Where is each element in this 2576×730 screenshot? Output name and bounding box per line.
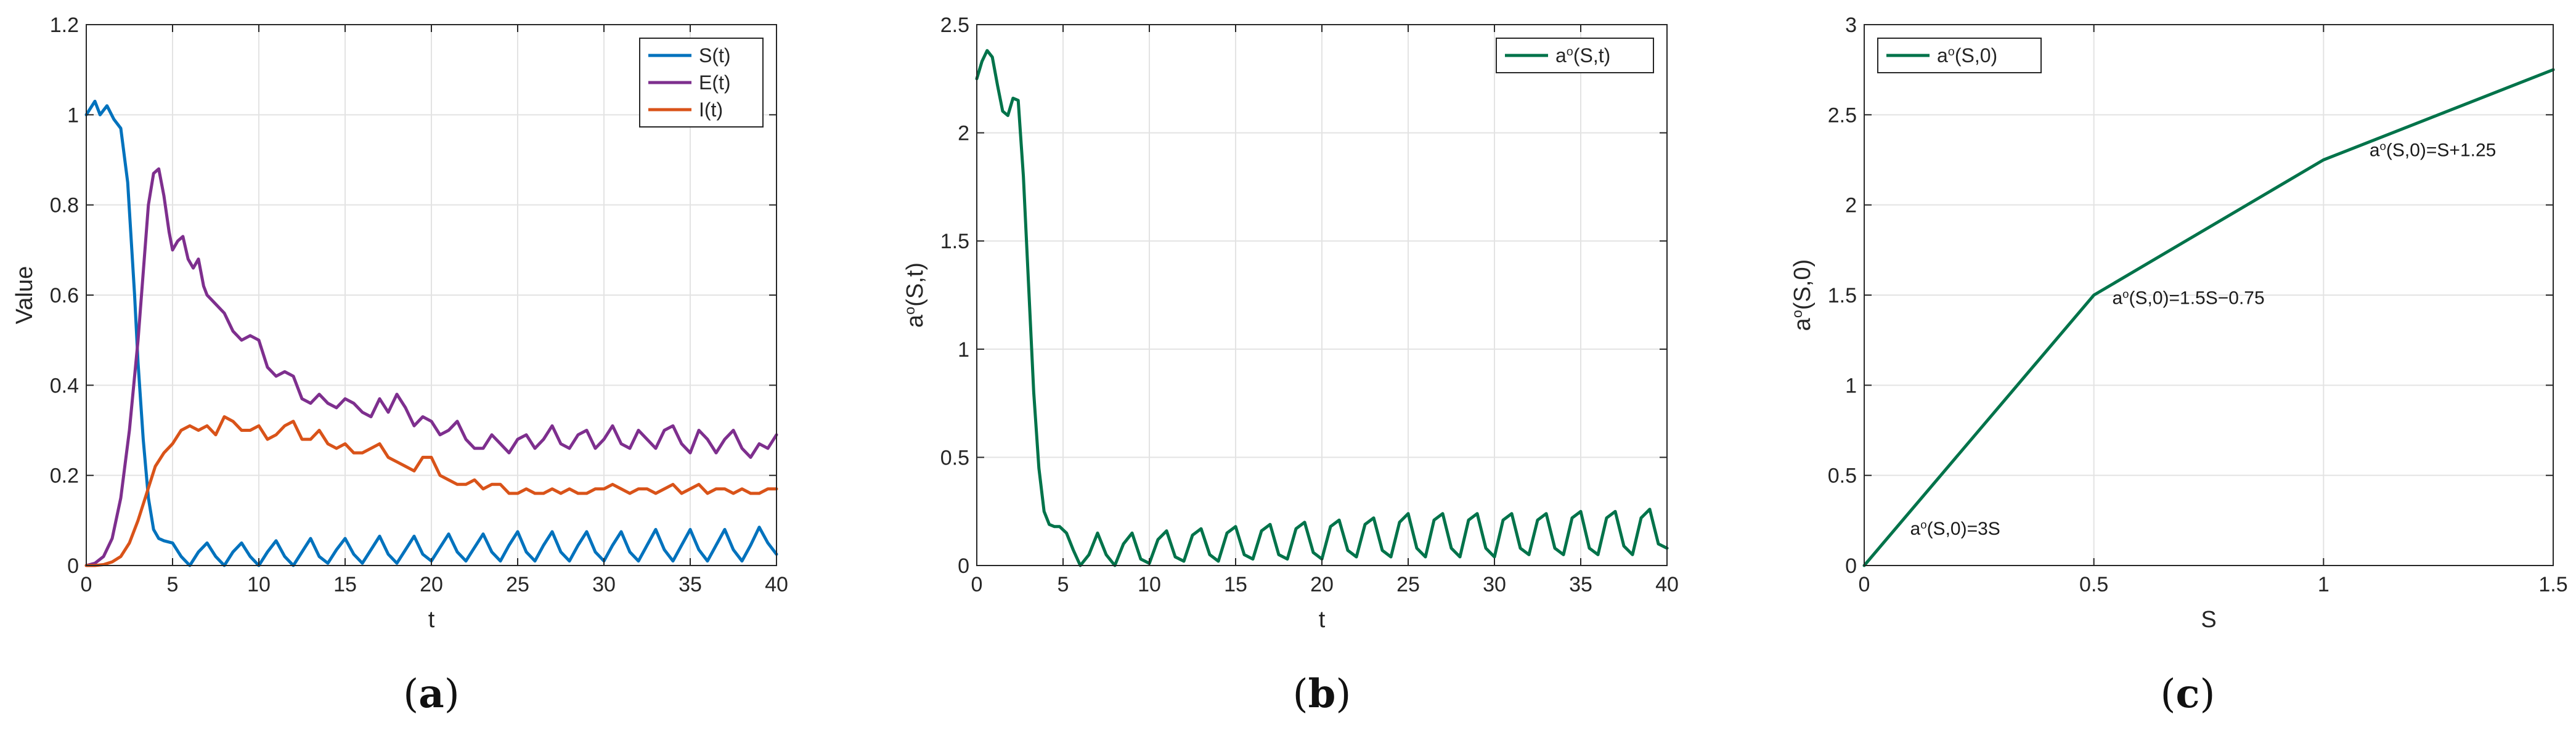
x-tick-label: 40 — [1655, 573, 1679, 596]
y-axis-label: ao(S,t) — [902, 262, 928, 328]
x-tick-label: 15 — [1224, 573, 1247, 596]
x-tick-label: 25 — [1396, 573, 1420, 596]
y-tick-label: 3 — [1845, 14, 1857, 37]
x-tick-label: 30 — [592, 573, 616, 596]
x-tick-label: 10 — [247, 573, 271, 596]
y-tick-label: 1.2 — [50, 14, 79, 37]
y-tick-label: 2.5 — [1828, 103, 1857, 127]
y-tick-label: 2 — [958, 122, 969, 145]
legend-label: I(t) — [699, 99, 723, 121]
y-axis-label: Value — [12, 266, 38, 324]
legend-label: ao(S,t) — [1555, 44, 1610, 67]
y-tick-label: 0 — [1845, 554, 1857, 578]
y-tick-label: 0 — [958, 554, 969, 578]
x-tick-label: 0 — [81, 573, 92, 596]
series-line-0 — [84, 99, 778, 567]
annotation: ao(S,0)=3S — [1910, 518, 2000, 540]
x-tick-label: 1.5 — [2538, 573, 2567, 596]
series-line-0 — [1862, 68, 2555, 567]
x-tick-label: 0 — [971, 573, 983, 596]
y-tick-label: 1 — [958, 338, 969, 362]
series-line-2 — [84, 415, 778, 567]
legend-box — [1496, 38, 1654, 73]
series-line-1 — [84, 167, 778, 567]
x-tick-label: 40 — [765, 573, 788, 596]
y-axis-label: ao(S,0) — [1789, 259, 1816, 331]
x-axis-label: S — [2201, 607, 2216, 633]
x-tick-label: 5 — [167, 573, 179, 596]
y-tick-label: 0.5 — [1828, 464, 1857, 488]
y-tick-label: 2 — [1845, 194, 1857, 217]
panel-label: (a) — [403, 671, 459, 717]
x-tick-label: 35 — [679, 573, 702, 596]
legend-label: S(t) — [699, 44, 731, 67]
annotation: ao(S,0)=S+1.25 — [2370, 139, 2496, 161]
x-tick-label: 5 — [1058, 573, 1069, 596]
y-tick-label: 2.5 — [940, 14, 969, 37]
y-tick-label: 1 — [1845, 374, 1857, 397]
annotation: ao(S,0)=1.5S−0.75 — [2112, 287, 2264, 309]
panel-b: 0 5 10 15 20 25 30 35 40 0 0.5 1 1.5 2 2.5 t ao(S,t) ao(S… — [902, 14, 1679, 717]
y-tick-label: 0.8 — [50, 194, 79, 217]
x-tick-label: 0.5 — [2079, 573, 2108, 596]
series-line-0 — [975, 49, 1669, 567]
y-tick-label: 1.5 — [1828, 284, 1857, 307]
x-tick-label: 10 — [1138, 573, 1161, 596]
x-tick-label: 30 — [1483, 573, 1506, 596]
y-tick-label: 0.2 — [50, 464, 79, 488]
panel-label: (b) — [1293, 671, 1351, 717]
legend-label: ao(S,0) — [1937, 44, 1997, 67]
y-tick-label: 1 — [67, 103, 79, 127]
x-axis-label: t — [428, 607, 435, 633]
x-tick-label: 15 — [333, 573, 357, 596]
panel-label: (c) — [2161, 671, 2215, 717]
x-tick-label: 0 — [1859, 573, 1870, 596]
y-tick-label: 0.5 — [940, 446, 969, 469]
x-tick-label: 25 — [506, 573, 529, 596]
legend-label: E(t) — [699, 71, 731, 94]
x-tick-label: 1 — [2318, 573, 2329, 596]
y-tick-label: 0.4 — [50, 374, 79, 397]
panel-c: 0 0.5 1 1.5 0 0.5 1 1.5 2 2.5 3 Sao(S,0) ao(S,0) ao(S… — [1789, 14, 2568, 717]
panel-a: 0 5 10 15 20 25 30 35 40 0 0.2 0.4 0.6 0.8 1 1.2 t Value S… — [12, 14, 788, 717]
x-tick-label: 35 — [1569, 573, 1592, 596]
x-tick-label: 20 — [420, 573, 443, 596]
y-tick-label: 0.6 — [50, 284, 79, 307]
y-tick-label: 0 — [67, 554, 79, 578]
x-tick-label: 20 — [1310, 573, 1334, 596]
y-tick-label: 1.5 — [940, 230, 969, 253]
x-axis-label: t — [1319, 607, 1326, 633]
